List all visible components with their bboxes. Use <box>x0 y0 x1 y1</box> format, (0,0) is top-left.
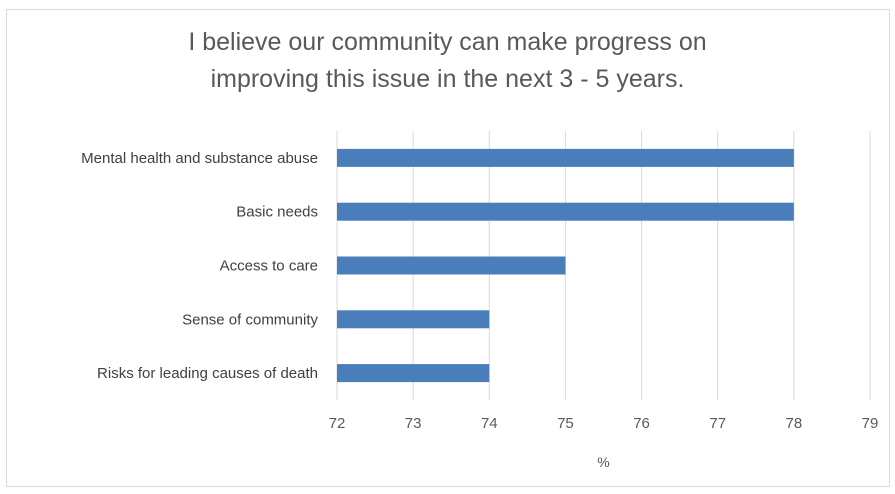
x-tick-label: 72 <box>329 415 346 432</box>
category-label: Risks for leading causes of death <box>97 365 318 382</box>
x-tick-label: 78 <box>786 415 803 432</box>
chart-title-line-2: improving this issue in the next 3 - 5 y… <box>210 65 685 93</box>
category-label: Sense of community <box>182 311 318 328</box>
category-label: Basic needs <box>236 204 318 221</box>
category-label: Mental health and substance abuse <box>81 150 318 167</box>
x-tick-label: 75 <box>557 415 574 432</box>
bars <box>337 148 794 383</box>
bar <box>337 256 566 275</box>
category-label: Access to care <box>220 258 318 275</box>
chart-title-line-1: I believe our community can make progres… <box>188 28 707 56</box>
chart-frame <box>6 9 890 487</box>
chart-title: I believe our community can make progres… <box>0 24 895 98</box>
bar <box>337 202 794 221</box>
x-tick-labels: 72 73 74 75 76 77 78 79 <box>329 415 879 432</box>
bar <box>337 148 794 167</box>
x-tick-label: 77 <box>709 415 726 432</box>
x-tick-label: 74 <box>481 415 498 432</box>
bar <box>337 310 490 329</box>
x-axis-title: % <box>597 454 609 470</box>
x-tick-label: 73 <box>405 415 422 432</box>
bar <box>337 364 490 383</box>
category-labels: Mental health and substance abuse Basic n… <box>81 150 318 382</box>
x-tick-label: 79 <box>862 415 879 432</box>
x-tick-label: 76 <box>633 415 650 432</box>
